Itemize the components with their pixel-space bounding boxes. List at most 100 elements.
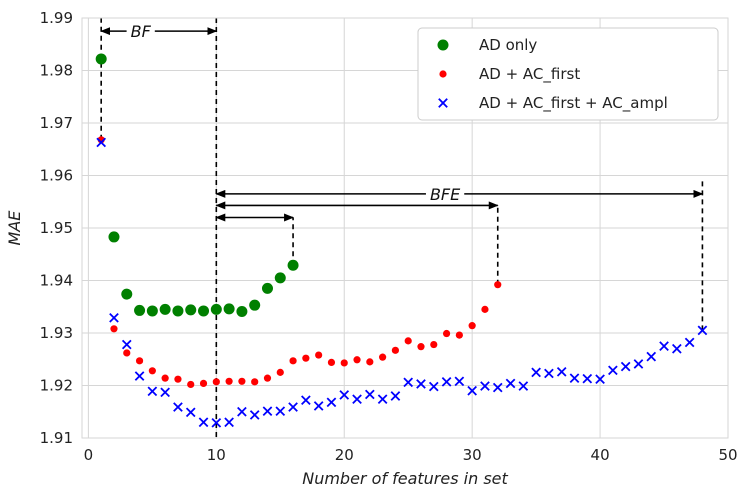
x-marker-stroke (480, 381, 490, 391)
data-point (174, 375, 182, 383)
data-point (134, 371, 145, 381)
data-point (159, 303, 171, 315)
x-tick-label: 10 (207, 446, 226, 464)
data-point (211, 417, 222, 428)
guide-lines (100, 18, 704, 437)
data-point (237, 406, 247, 417)
x-marker-stroke (109, 312, 119, 323)
data-point (442, 329, 451, 338)
data-point (198, 417, 209, 428)
data-point (492, 382, 503, 393)
data-point (428, 381, 439, 392)
data-point (288, 402, 298, 412)
data-point (481, 305, 489, 313)
data-point (315, 351, 323, 359)
data-point (390, 391, 401, 401)
x-tick-label: 50 (718, 446, 737, 464)
x-marker-stroke (224, 417, 234, 428)
data-point (430, 340, 438, 349)
data-point (480, 381, 490, 391)
x-marker-stroke (416, 379, 426, 389)
x-marker-stroke (505, 378, 516, 389)
x-marker-stroke (697, 325, 708, 336)
legend-entry-label: AD only (479, 36, 537, 54)
x-marker-stroke (518, 381, 529, 391)
x-marker-stroke (608, 365, 618, 376)
x-marker-stroke (438, 98, 448, 108)
data-point (160, 387, 170, 398)
plot-area-frame (81, 17, 729, 439)
data-point (439, 70, 447, 78)
data-point (263, 374, 272, 382)
series-group (95, 53, 299, 317)
data-point (582, 373, 593, 384)
x-marker-stroke (339, 390, 350, 400)
data-point (95, 53, 107, 65)
data-point (352, 394, 362, 404)
data-point (633, 359, 644, 369)
x-marker-stroke (121, 339, 132, 350)
data-point (109, 312, 119, 323)
x-marker-stroke (492, 382, 503, 393)
data-point (121, 288, 133, 300)
data-point (161, 374, 169, 382)
data-point (467, 385, 477, 396)
data-point (249, 410, 260, 420)
data-point (518, 381, 529, 391)
data-point (494, 281, 502, 289)
x-marker-stroke (467, 385, 477, 396)
data-point (377, 394, 388, 404)
data-point (455, 331, 463, 339)
data-point (134, 304, 146, 316)
annotation-label: BF (131, 22, 152, 41)
x-marker-stroke (134, 371, 145, 381)
data-point (441, 376, 452, 387)
data-point (544, 368, 554, 379)
data-point (187, 380, 195, 389)
y-axis-label: MAE (5, 210, 24, 246)
x-marker-stroke (582, 373, 593, 384)
x-marker-stroke (659, 341, 669, 351)
x-marker-stroke (595, 374, 605, 385)
x-marker-stroke (147, 386, 158, 397)
y-tick-label: 1.93 (40, 324, 73, 342)
x-marker-stroke (173, 402, 183, 412)
x-marker-stroke (96, 137, 107, 148)
data-point (110, 325, 118, 333)
x-marker-stroke (364, 389, 375, 400)
data-point (646, 351, 657, 362)
data-point (340, 359, 348, 367)
x-marker-stroke (556, 367, 567, 377)
data-point (313, 401, 324, 411)
data-point (301, 395, 311, 406)
data-point (569, 373, 580, 383)
data-point (659, 341, 669, 351)
x-marker-stroke (428, 381, 439, 392)
data-point (135, 357, 144, 365)
data-point (403, 377, 414, 388)
axis-ticks: 0 10 20 30 40 50 1.91 1.92 1.93 1.94 1.95 1.96 1.97 1… (40, 9, 738, 464)
data-point (147, 386, 158, 397)
data-point (416, 379, 426, 389)
data-point (249, 299, 261, 311)
data-point (353, 356, 361, 364)
data-point (121, 339, 132, 350)
x-marker-stroke (313, 401, 324, 411)
y-tick-label: 1.95 (40, 219, 73, 237)
x-marker-stroke (352, 394, 362, 404)
series-group (96, 137, 708, 428)
data-point (108, 231, 120, 243)
data-point (199, 379, 208, 387)
x-marker-stroke (441, 376, 452, 387)
y-tick-label: 1.94 (40, 272, 73, 290)
x-marker-stroke (249, 410, 260, 420)
x-marker-stroke (160, 387, 170, 398)
x-marker-stroke (275, 406, 286, 417)
data-point (251, 378, 259, 386)
y-tick-label: 1.96 (40, 167, 73, 185)
data-point (148, 367, 156, 375)
legend: AD only AD + AC_first AD + AC_first + AC_a… (417, 27, 719, 121)
data-point (379, 353, 387, 361)
data-point (468, 322, 476, 330)
